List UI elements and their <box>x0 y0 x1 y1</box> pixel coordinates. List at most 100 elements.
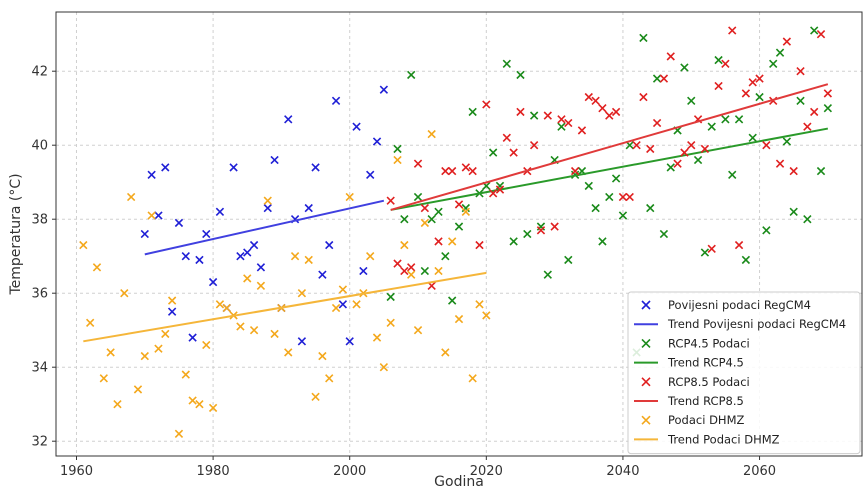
data-point <box>181 252 190 261</box>
data-point <box>454 314 464 324</box>
data-point <box>154 211 163 220</box>
data-point <box>762 141 771 150</box>
series-6 <box>79 129 491 438</box>
data-point <box>195 400 204 409</box>
y-tick-label: 42 <box>31 65 48 80</box>
data-point <box>208 403 218 413</box>
data-point <box>584 181 593 191</box>
data-point <box>284 348 293 357</box>
legend: Povijesni podaci RegCM4 Trend Povijesni p… <box>627 291 861 455</box>
data-point <box>461 163 470 172</box>
data-point <box>782 37 792 46</box>
data-point <box>270 155 279 165</box>
data-point <box>748 78 757 87</box>
data-point <box>482 311 491 320</box>
legend-box <box>627 291 861 455</box>
data-point <box>420 218 430 228</box>
data-point <box>598 237 607 246</box>
trend-line-1 <box>144 199 385 256</box>
legend-label: Trend Podaci DHMZ <box>667 432 780 446</box>
data-point <box>734 115 744 124</box>
series-0 <box>140 85 389 346</box>
data-point <box>652 74 662 83</box>
data-point <box>256 281 266 290</box>
data-point <box>297 337 307 346</box>
data-point <box>311 392 320 401</box>
data-point <box>823 89 833 98</box>
data-point <box>536 222 546 231</box>
data-point <box>372 137 382 146</box>
data-point <box>468 107 477 117</box>
data-point <box>427 129 436 139</box>
data-point <box>570 166 580 176</box>
data-point <box>714 55 723 65</box>
data-point <box>229 163 238 172</box>
data-point <box>448 166 457 176</box>
data-point <box>434 266 443 276</box>
data-point <box>468 374 477 383</box>
legend-label: Trend Povijesni podaci RegCM4 <box>667 317 846 331</box>
data-point <box>639 92 648 102</box>
data-point <box>529 141 539 150</box>
data-point <box>488 148 498 157</box>
data-point <box>181 370 190 379</box>
grid <box>56 12 862 456</box>
data-point <box>509 237 518 246</box>
data-point <box>666 163 675 172</box>
data-point <box>475 300 484 309</box>
y-tick-label: 38 <box>31 213 48 228</box>
data-point <box>810 107 819 117</box>
data-point <box>413 192 423 202</box>
data-point <box>461 207 470 216</box>
data-point <box>584 92 593 102</box>
data-point <box>680 148 689 157</box>
data-point <box>448 296 457 305</box>
y-tick-label: 34 <box>31 361 48 376</box>
trend-line-3 <box>390 127 829 211</box>
data-point <box>215 207 225 216</box>
data-point <box>441 252 450 261</box>
data-point <box>188 333 197 342</box>
data-point <box>721 115 730 124</box>
data-point <box>249 326 259 335</box>
data-point <box>140 351 149 361</box>
data-point <box>304 255 313 265</box>
data-point <box>202 340 211 350</box>
data-point <box>557 115 566 124</box>
data-point <box>639 33 648 43</box>
trend-line-5 <box>390 83 829 211</box>
data-point <box>448 237 457 246</box>
data-point <box>646 144 655 154</box>
data-point <box>782 137 792 146</box>
data-point <box>359 266 368 276</box>
data-point <box>161 163 170 172</box>
data-point <box>502 59 511 68</box>
data-point <box>106 348 115 357</box>
data-point <box>748 133 757 142</box>
data-point <box>92 263 102 272</box>
data-point <box>413 159 423 168</box>
data-point <box>673 159 682 168</box>
data-point <box>236 252 245 261</box>
data-point <box>625 192 634 202</box>
trend-line-7 <box>83 271 487 343</box>
data-point <box>741 89 751 98</box>
data-point <box>475 240 484 250</box>
data-point <box>796 96 805 105</box>
data-point <box>79 240 88 250</box>
data-point <box>618 211 628 220</box>
data-point <box>188 396 197 405</box>
data-point <box>502 133 511 142</box>
data-point <box>659 74 669 83</box>
data-point <box>352 122 361 131</box>
data-point <box>147 211 156 220</box>
data-point <box>707 244 716 253</box>
legend-marker <box>641 300 651 310</box>
data-point <box>611 174 621 183</box>
data-point <box>516 107 525 117</box>
data-point <box>666 52 675 61</box>
data-point <box>256 263 266 272</box>
data-point <box>352 300 361 309</box>
data-point <box>263 196 272 205</box>
